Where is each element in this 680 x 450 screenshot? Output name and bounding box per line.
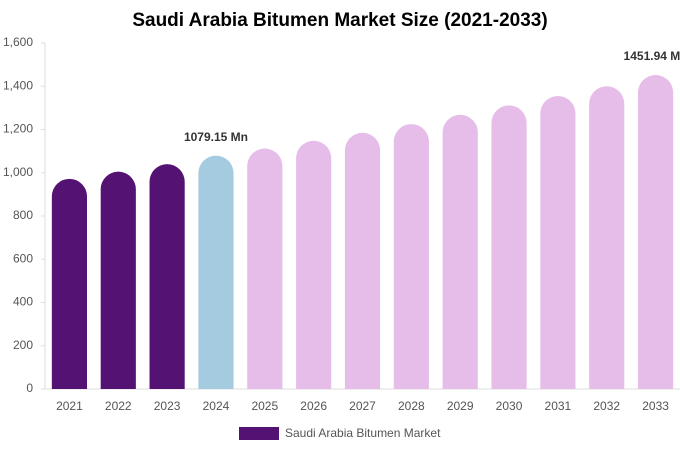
chart-title: Saudi Arabia Bitumen Market Size (2021-2… [132,10,547,31]
bar [296,140,332,389]
x-tick-label: 2023 [154,399,181,413]
x-tick-label: 2032 [593,399,620,413]
x-tick-label: 2025 [251,399,278,413]
y-tick-label: 1,200 [3,122,33,136]
bar [393,124,429,389]
y-tick-label: 800 [13,208,33,222]
y-tick-label: 0 [26,381,33,395]
x-tick-label: 2029 [447,399,474,413]
y-tick-label: 1,400 [3,78,33,92]
bar [589,86,625,389]
legend-label: Saudi Arabia Bitumen Market [285,426,441,440]
x-tick-label: 2033 [642,399,669,413]
bar [51,178,88,389]
value-label: 1079.15 Mn [184,130,248,144]
bar [442,114,478,390]
value-label: 1451.94 Mn [624,49,680,63]
bar [344,132,381,390]
x-tick-label: 2024 [203,399,230,413]
bar [540,95,576,390]
bar [491,105,527,390]
legend-swatch [239,427,279,440]
y-tick-label: 600 [13,251,33,265]
y-tick-label: 1,600 [3,35,33,49]
bar [149,164,185,389]
x-tick-label: 2021 [56,399,83,413]
bar [100,171,136,389]
x-tick-label: 2030 [496,399,523,413]
x-tick-label: 2022 [105,399,132,413]
y-tick-label: 200 [13,338,33,352]
y-tick-label: 1,000 [3,165,33,179]
y-tick-label: 400 [13,295,33,309]
x-tick-label: 2027 [349,399,376,413]
bar [198,155,234,389]
x-tick-label: 2028 [398,399,425,413]
x-tick-label: 2031 [545,399,572,413]
bar [637,75,674,389]
x-tick-label: 2026 [300,399,327,413]
bar [247,148,283,389]
